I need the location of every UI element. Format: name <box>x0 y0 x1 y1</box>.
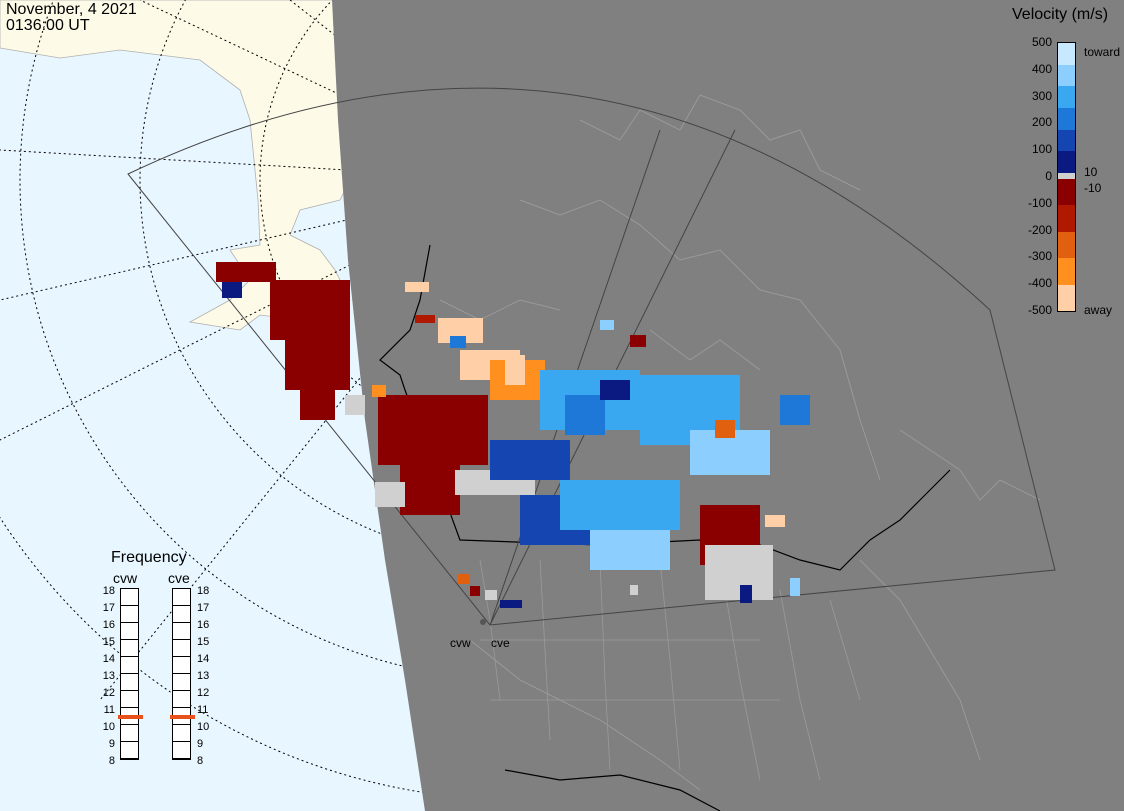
frequency-cell <box>121 742 138 759</box>
colorbar-segment <box>1058 258 1075 285</box>
frequency-cell <box>173 742 190 759</box>
alaska-land <box>0 0 351 331</box>
frequency-cell <box>121 674 138 691</box>
radar-site-label-cve: cve <box>491 636 510 650</box>
frequency-cell <box>173 657 190 674</box>
colorbar-tick: -500 <box>1027 303 1052 317</box>
frequency-cell <box>121 657 138 674</box>
frequency-selected-marker <box>118 715 143 719</box>
frequency-level-label: 16 <box>102 619 115 631</box>
radar-site-marker <box>480 619 486 625</box>
frequency-cell <box>173 589 190 606</box>
frequency-level-label: 17 <box>102 602 115 614</box>
frequency-level-label: 15 <box>102 636 115 648</box>
colorbar-segment <box>1058 108 1075 130</box>
colorbar-segment <box>1058 151 1075 173</box>
radar-fov <box>127 87 1056 626</box>
frequency-level-label: 15 <box>197 636 210 648</box>
colorbar-tick: 400 <box>1031 61 1052 76</box>
colorbar-tick: -300 <box>1027 249 1052 264</box>
frequency-scale-cvw <box>118 588 143 760</box>
frequency-label-cve: cve <box>168 570 190 586</box>
frequency-cell <box>121 691 138 708</box>
frequency-label-cvw: cvw <box>113 570 138 586</box>
frequency-scale-cve <box>170 588 195 760</box>
colorbar-tick: 300 <box>1031 88 1052 103</box>
colorbar-small-negative: -10 <box>1084 181 1102 195</box>
time-label: 0136:00 UT <box>6 17 90 34</box>
frequency-level-label: 17 <box>197 602 210 614</box>
frequency-level-label: 9 <box>108 738 115 750</box>
velocity-colorbar <box>1057 42 1076 312</box>
frequency-level-label: 18 <box>102 585 115 597</box>
colorbar-title: Velocity (m/s) <box>1012 6 1109 23</box>
colorbar-segment <box>1058 64 1075 87</box>
frequency-level-label: 11 <box>197 704 209 716</box>
frequency-cell <box>121 708 138 725</box>
frequency-level-label: 10 <box>197 721 210 733</box>
frequency-cell <box>121 623 138 640</box>
frequency-level-label: 11 <box>103 704 115 716</box>
colorbar-segment <box>1058 231 1075 259</box>
frequency-cell <box>121 589 138 606</box>
frequency-level-label: 14 <box>102 653 115 665</box>
frequency-cell <box>173 759 190 775</box>
frequency-cell <box>121 759 138 775</box>
frequency-cell <box>173 708 190 725</box>
frequency-cell <box>173 691 190 708</box>
frequency-title: Frequency <box>111 549 187 566</box>
colorbar-segment <box>1058 43 1075 65</box>
colorbar-tick: 0 <box>1045 169 1052 183</box>
date-label: November, 4 2021 <box>6 1 137 18</box>
colorbar-segment <box>1058 205 1075 232</box>
frequency-level-label: 12 <box>197 687 210 699</box>
frequency-cell <box>121 725 138 742</box>
colorbar-tick: 100 <box>1031 142 1052 157</box>
frequency-cell <box>173 606 190 623</box>
colorbar-tick: -100 <box>1027 195 1052 210</box>
frequency-level-label: 18 <box>197 585 210 597</box>
frequency-level-label: 8 <box>108 755 115 767</box>
colorbar-segment <box>1058 129 1075 152</box>
frequency-level-label: 13 <box>197 670 210 682</box>
frequency-cell <box>173 674 190 691</box>
frequency-cell <box>173 640 190 657</box>
frequency-level-label: 10 <box>102 721 115 733</box>
colorbar-segment <box>1058 179 1075 206</box>
frequency-level-label: 12 <box>102 687 115 699</box>
colorbar-segment <box>1058 173 1075 179</box>
frequency-level-label: 13 <box>102 670 115 682</box>
frequency-cell <box>121 606 138 623</box>
colorbar-tick: 200 <box>1031 115 1052 130</box>
colorbar-segment <box>1058 86 1075 108</box>
colorbar-segment <box>1058 284 1075 311</box>
frequency-level-label: 8 <box>197 755 204 767</box>
frequency-cell <box>173 725 190 742</box>
state-lines <box>479 559 861 781</box>
colorbar-toward-label: toward <box>1084 45 1121 59</box>
frequency-level-label: 14 <box>197 653 210 665</box>
velocity-echoes <box>216 262 810 608</box>
frequency-level-label: 9 <box>197 738 204 750</box>
frequency-cell <box>173 623 190 640</box>
colorbar-tick: -200 <box>1027 222 1052 237</box>
colorbar-away-label: away <box>1084 303 1113 317</box>
frequency-selected-marker <box>170 715 195 719</box>
radar-site-label-cvw: cvw <box>450 636 471 650</box>
frequency-level-label: 16 <box>197 619 210 631</box>
colorbar-tick: -400 <box>1027 276 1052 291</box>
colorbar-tick: 500 <box>1031 35 1052 49</box>
frequency-cell <box>121 640 138 657</box>
colorbar-small-positive: 10 <box>1084 165 1098 179</box>
